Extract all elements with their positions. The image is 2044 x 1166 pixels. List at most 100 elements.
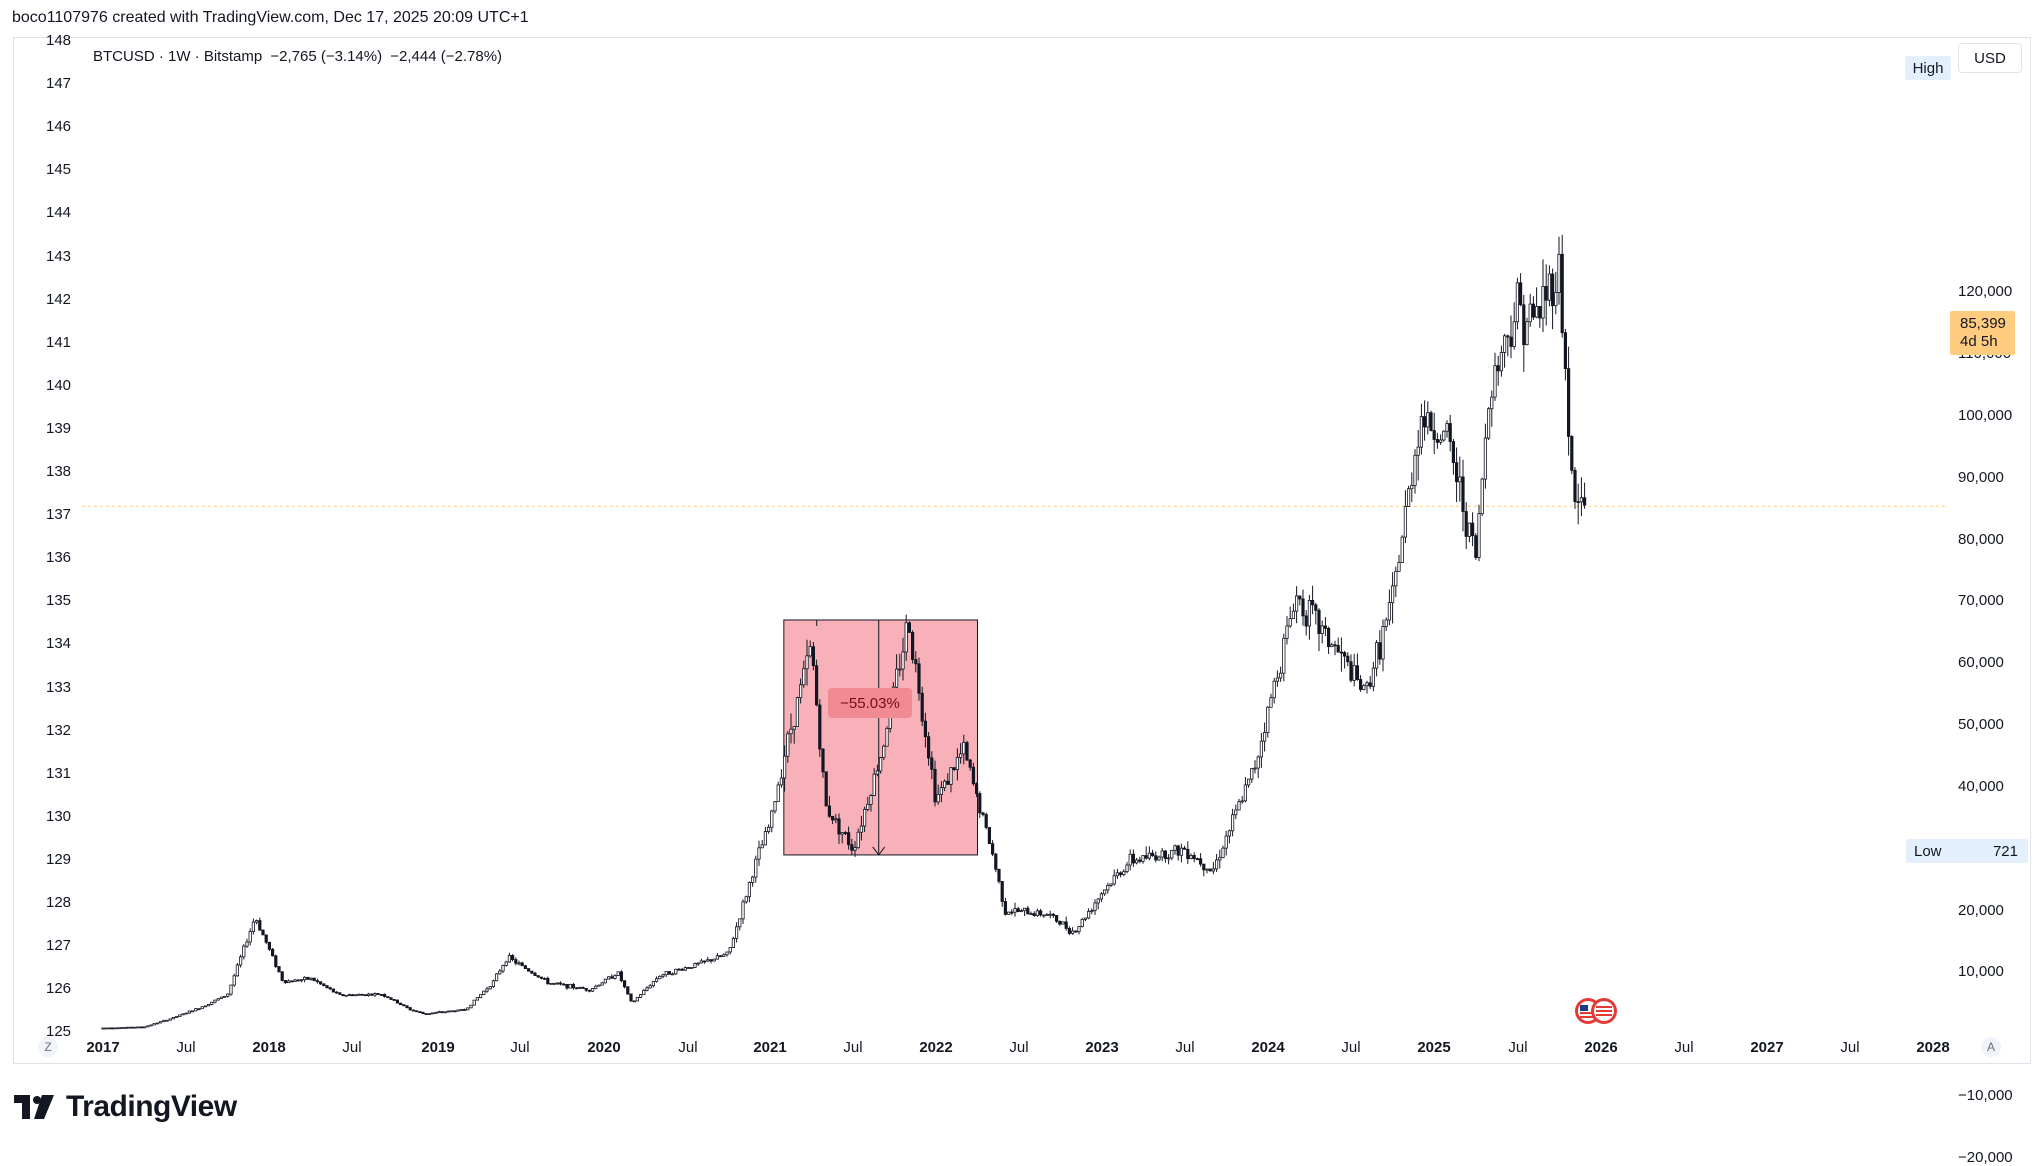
candle-body	[1419, 416, 1423, 448]
candle-body	[987, 827, 992, 845]
candle-body	[290, 980, 294, 983]
currency-button[interactable]: USD	[1958, 43, 2022, 73]
candle-body	[350, 994, 355, 997]
candle-body	[1416, 446, 1420, 456]
candle-body	[469, 1004, 473, 1009]
candle-body	[981, 812, 985, 815]
left-axis-tick: 125	[46, 1023, 72, 1041]
candle-body	[997, 868, 1001, 882]
candle-body	[610, 976, 614, 979]
candle-body	[792, 726, 796, 730]
candle-body	[1202, 863, 1206, 871]
time-axis-tick: Jul	[1341, 1039, 1361, 1056]
candle-body	[639, 994, 643, 998]
candle-body	[312, 977, 316, 982]
candle-body	[962, 742, 966, 755]
left-axis-tick: 139	[46, 419, 72, 437]
brand-name: TradingView	[66, 1090, 237, 1123]
candle-body	[1227, 830, 1231, 837]
candle-body	[1192, 855, 1196, 860]
tradingview-logo[interactable]: TradingView	[14, 1090, 237, 1124]
candle-body	[315, 980, 320, 983]
candle-body	[1560, 253, 1564, 334]
candle-body	[1333, 644, 1337, 647]
candle-body	[267, 941, 272, 950]
right-axis-tick: 120,000	[1958, 283, 2013, 301]
candle-body	[1439, 439, 1443, 443]
candle-body	[1064, 921, 1068, 929]
candle-body	[722, 954, 726, 957]
candle-body	[510, 955, 515, 960]
candle-body	[831, 815, 835, 821]
time-axis-tick: Jul	[1009, 1039, 1029, 1056]
us-flag-icon[interactable]	[1574, 996, 1618, 1031]
candle-body	[1320, 625, 1324, 634]
candle-body	[200, 1006, 204, 1010]
left-axis-tick: 130	[46, 807, 72, 825]
candle-body	[398, 1002, 403, 1006]
candle-body	[411, 1009, 416, 1012]
right-axis-tick: 10,000	[1958, 963, 2004, 981]
candle-body	[245, 941, 249, 947]
candle-body	[683, 967, 688, 971]
candle-body	[478, 994, 483, 999]
auto-scale-button[interactable]: A	[1981, 1037, 2001, 1057]
zoom-reset-button[interactable]: Z	[38, 1037, 58, 1057]
candle-body	[523, 965, 528, 969]
credit-line: boco1107976 created with TradingView.com…	[12, 9, 529, 26]
candle-body	[799, 684, 803, 699]
candle-body	[408, 1007, 412, 1011]
candle-body	[943, 780, 947, 789]
candle-body	[456, 1009, 460, 1012]
left-axis-tick: 145	[46, 161, 72, 179]
candle-body	[824, 771, 828, 807]
candle-body	[565, 984, 569, 989]
time-axis-tick: 2025	[1417, 1039, 1451, 1056]
candle-body	[1567, 368, 1571, 437]
candle-body	[859, 825, 864, 833]
candle-body	[1208, 868, 1212, 872]
candle-body	[1023, 907, 1027, 912]
candle-body	[527, 968, 531, 972]
time-axis-tick: 2020	[587, 1039, 621, 1056]
candle-body	[911, 632, 915, 660]
left-axis-tick: 132	[46, 721, 72, 739]
candle-body	[373, 993, 377, 996]
candle-body	[274, 955, 278, 967]
right-axis-tick: 100,000	[1958, 406, 2013, 424]
left-axis-tick: 138	[46, 463, 72, 480]
candle-body	[1221, 847, 1225, 859]
candle-body	[1301, 598, 1305, 617]
candle-body	[1013, 908, 1017, 913]
candle-body	[955, 756, 960, 770]
candle-body	[286, 980, 291, 984]
candle-body	[1163, 850, 1167, 859]
candle-body	[635, 996, 640, 1002]
candle-body	[1323, 625, 1327, 629]
candle-body	[1512, 321, 1516, 347]
candle-body	[296, 979, 300, 982]
candle-body	[744, 896, 748, 903]
candle-body	[770, 810, 774, 828]
candle-body	[222, 995, 227, 998]
candle-body	[1349, 661, 1353, 681]
candle-body	[1256, 756, 1260, 769]
candle-body	[101, 1027, 105, 1030]
candle-body	[1099, 893, 1103, 900]
candle-body	[872, 773, 876, 796]
candle-body	[834, 818, 838, 821]
candle-body	[1195, 858, 1199, 861]
candle-body	[882, 745, 886, 759]
candle-body	[555, 982, 560, 985]
time-axis-tick: Jul	[1840, 1039, 1860, 1056]
left-axis-tick: 126	[46, 980, 72, 998]
candle-body	[427, 1013, 432, 1015]
candle-body	[1429, 412, 1433, 431]
left-axis-tick: 135	[46, 592, 72, 610]
candle-body	[1464, 511, 1468, 537]
candle-body	[184, 1012, 188, 1015]
candle-body	[546, 978, 550, 985]
candle-body	[1125, 864, 1129, 873]
candle-body	[581, 987, 585, 989]
